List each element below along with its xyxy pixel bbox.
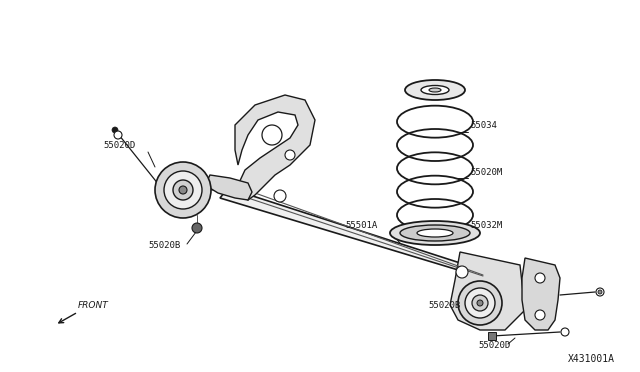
Ellipse shape <box>417 229 453 237</box>
Circle shape <box>561 328 569 336</box>
Text: 55020M: 55020M <box>470 168 502 177</box>
Circle shape <box>598 290 602 294</box>
Circle shape <box>535 273 545 283</box>
Polygon shape <box>522 258 560 330</box>
Text: FRONT: FRONT <box>78 301 109 310</box>
Polygon shape <box>183 176 231 192</box>
Circle shape <box>465 288 495 318</box>
Text: 55501A: 55501A <box>345 221 377 230</box>
Ellipse shape <box>405 80 465 100</box>
Circle shape <box>179 186 187 194</box>
Circle shape <box>285 150 295 160</box>
Circle shape <box>472 295 488 311</box>
Text: 55020D: 55020D <box>478 341 510 350</box>
Circle shape <box>192 223 202 233</box>
Text: 55020D: 55020D <box>103 141 135 150</box>
Circle shape <box>164 171 202 209</box>
Circle shape <box>274 190 286 202</box>
Polygon shape <box>235 95 315 200</box>
Polygon shape <box>220 188 488 279</box>
Circle shape <box>596 288 604 296</box>
Circle shape <box>458 281 502 325</box>
Circle shape <box>112 127 118 133</box>
Ellipse shape <box>390 221 480 245</box>
Circle shape <box>535 310 545 320</box>
Polygon shape <box>450 252 525 330</box>
Circle shape <box>262 125 282 145</box>
Bar <box>488 332 496 340</box>
Ellipse shape <box>421 86 449 94</box>
Ellipse shape <box>429 88 441 92</box>
Circle shape <box>173 180 193 200</box>
Circle shape <box>456 266 468 278</box>
Polygon shape <box>205 175 252 200</box>
Circle shape <box>477 300 483 306</box>
Text: 55032M: 55032M <box>470 221 502 230</box>
Text: X431001A: X431001A <box>568 354 615 364</box>
Text: 55034: 55034 <box>470 121 497 130</box>
Text: 55020B: 55020B <box>148 241 180 250</box>
Circle shape <box>114 131 122 139</box>
Text: 55020B: 55020B <box>428 301 460 310</box>
Circle shape <box>155 162 211 218</box>
Ellipse shape <box>400 225 470 241</box>
